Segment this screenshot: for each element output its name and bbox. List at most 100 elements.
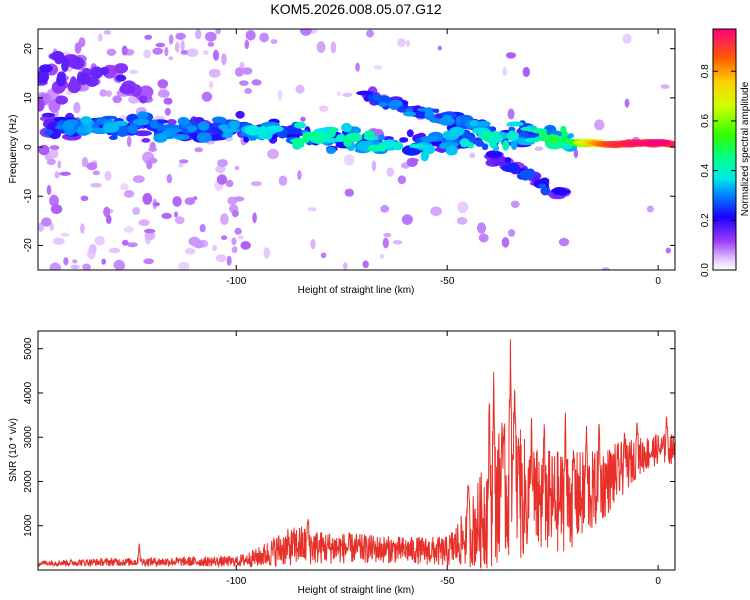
heatmap-blob <box>524 137 541 143</box>
heatmap-blob <box>90 183 102 188</box>
snr-xtick-label: -100 <box>226 576 246 587</box>
heatmap-blob <box>504 157 512 164</box>
heatmap-blob <box>89 243 97 255</box>
heatmap-blob <box>54 171 60 179</box>
heatmap-blob <box>168 56 174 61</box>
heatmap-blob <box>57 160 62 169</box>
heatmap-blob <box>510 139 518 150</box>
spectrogram-xlabel: Height of straight line (km) <box>298 285 415 296</box>
colorbar-label: Normalized spectral amplitude <box>740 81 750 216</box>
heatmap-blob <box>329 126 337 138</box>
heatmap-blob <box>114 263 125 270</box>
heatmap-blob <box>437 45 442 51</box>
heatmap-blob <box>90 66 104 79</box>
heatmap-blob <box>501 164 519 173</box>
heatmap-blob <box>199 224 206 233</box>
heatmap-blob <box>146 159 153 170</box>
heatmap-blob <box>80 223 85 234</box>
heatmap-blob <box>344 132 363 142</box>
heatmap-blob <box>502 140 510 151</box>
heatmap-blob <box>82 263 91 270</box>
heatmap-blob <box>46 184 52 196</box>
heatmap-blob <box>367 144 382 152</box>
heatmap-blob <box>44 154 50 160</box>
heatmap-blob <box>247 134 258 141</box>
heatmap-blob <box>540 177 550 184</box>
heatmap-blob <box>342 262 348 270</box>
heatmap-blob <box>127 124 138 135</box>
spectrogram-ytick-label: 10 <box>23 92 34 104</box>
heatmap-blob <box>39 64 53 73</box>
heatmap-blob <box>175 32 186 40</box>
heatmap-blob <box>235 110 245 119</box>
heatmap-blob <box>382 237 389 249</box>
heatmap-blob <box>203 50 209 56</box>
heatmap-blob <box>211 116 227 124</box>
heatmap-blob <box>152 47 163 55</box>
heatmap-blob <box>292 142 302 150</box>
heatmap-blob <box>457 201 469 214</box>
heatmap-blob <box>187 125 197 133</box>
heatmap-blob <box>49 145 60 151</box>
heatmap-blob <box>86 126 93 134</box>
heatmap-blob <box>302 131 319 141</box>
heatmap-blob <box>80 116 92 124</box>
heatmap-blob <box>94 235 105 246</box>
heatmap-blob <box>138 219 150 227</box>
heatmap-blob <box>164 107 171 116</box>
heatmap-blob <box>439 142 448 149</box>
spectrogram-ylabel: Frequency (Hz) <box>8 115 19 184</box>
heatmap-blob <box>103 30 112 35</box>
heatmap-blob <box>221 235 228 240</box>
colorbar-tick-label: 0.2 <box>700 213 711 227</box>
heatmap-blob <box>59 171 72 176</box>
heatmap-blob <box>278 175 288 186</box>
heatmap-blob <box>112 95 122 104</box>
heatmap-blob <box>560 125 567 133</box>
heatmap-blob <box>101 115 118 120</box>
heatmap-blob <box>480 130 495 142</box>
heatmap-blob <box>243 135 250 143</box>
heatmap-blob <box>123 190 135 198</box>
heatmap-blob <box>49 194 59 207</box>
snr-ticks: -100 -50 0 1000 2000 3000 4000 5000 <box>23 331 675 587</box>
heatmap-blob <box>43 129 54 136</box>
heatmap-blob <box>215 29 221 35</box>
heatmap-blob <box>172 196 182 207</box>
colorbar-tick-label: 0.8 <box>700 64 711 78</box>
heatmap-blob <box>96 117 107 125</box>
spectrogram-ytick-label: 0 <box>23 144 34 150</box>
heatmap-blob <box>646 205 654 213</box>
heatmap-blob <box>177 116 190 126</box>
heatmap-blob <box>234 165 240 171</box>
heatmap-blob <box>267 148 279 160</box>
heatmap-blob <box>506 130 520 142</box>
heatmap-blob <box>184 197 196 205</box>
heatmap-blob <box>567 133 574 139</box>
colorbar-gradient <box>712 28 737 271</box>
heatmap-blob <box>242 67 253 75</box>
heatmap-blob <box>538 183 547 188</box>
heatmap-blob <box>508 229 516 237</box>
heatmap-blob <box>378 101 388 108</box>
colorbar: 0.0 0.2 0.4 0.6 0.8 Normalized spectral ampl… <box>700 28 750 277</box>
heatmap-blob <box>231 246 238 254</box>
heatmap-blob <box>46 158 56 166</box>
heatmap-blob <box>50 204 63 215</box>
heatmap-blob <box>519 169 536 180</box>
heatmap-blob <box>103 206 111 218</box>
heatmap-blob <box>38 70 49 84</box>
heatmap-blob <box>371 160 377 172</box>
heatmap-blob <box>221 128 240 133</box>
heatmap-blob <box>379 253 385 259</box>
heatmap-blob <box>92 170 100 176</box>
heatmap-blob <box>141 138 151 143</box>
heatmap-blob <box>373 65 383 70</box>
heatmap-blob <box>201 91 213 102</box>
heatmap-blob <box>81 157 89 168</box>
heatmap-blob <box>60 232 70 237</box>
heatmap-blob <box>188 236 201 247</box>
heatmap-blob <box>399 137 409 143</box>
